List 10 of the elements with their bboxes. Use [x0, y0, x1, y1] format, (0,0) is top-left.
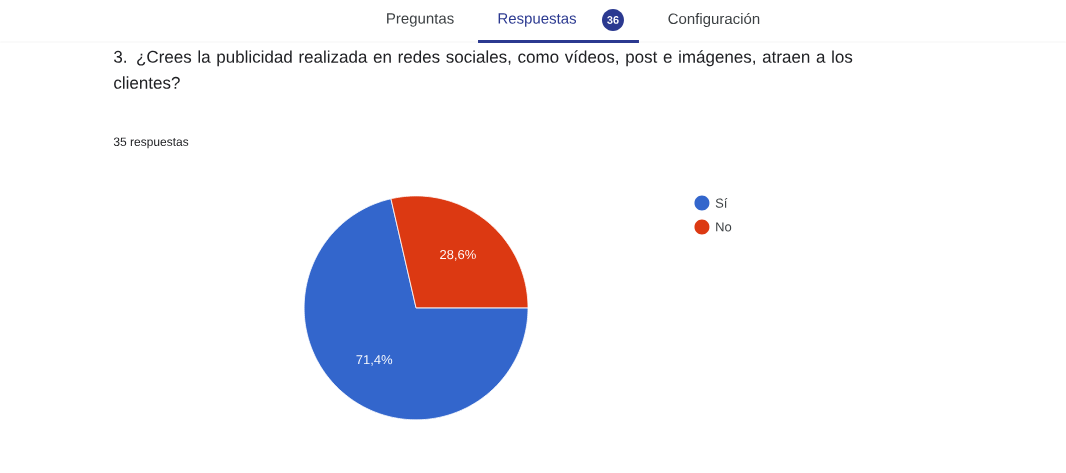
text: 35 respuestas	[113, 137, 189, 149]
text: Configuración	[668, 13, 760, 28]
legend-label: Sí	[715, 198, 728, 208]
chart-title: 3. ¿Crees la publicidad realizada en redes sociales, como vídeos, post e imágenes, atraen a los clientes?	[114, 50, 853, 89]
text: Preguntas	[387, 13, 454, 27]
data-label: 28,6%	[440, 250, 476, 261]
data-label: 71,4%	[356, 355, 393, 366]
legend-label: No	[716, 222, 732, 232]
text: Respuestas	[498, 13, 577, 27]
text: 36	[607, 16, 619, 24]
